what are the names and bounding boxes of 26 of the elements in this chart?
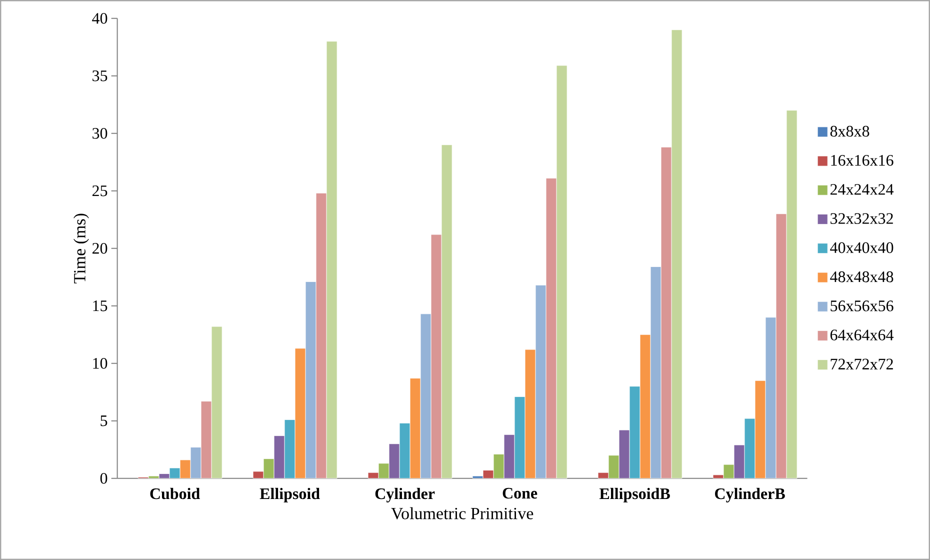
y-tick-label: 0: [100, 472, 108, 484]
legend-label: 32x32x32: [830, 213, 893, 224]
x-tick-label: Cuboid: [150, 488, 200, 500]
y-tick-label: 15: [93, 300, 108, 312]
y-tick-label: 30: [92, 128, 108, 139]
legend-label: 72x72x72: [830, 358, 893, 370]
x-tick-label: Cone: [502, 488, 538, 499]
y-tick-label: 10: [93, 358, 108, 369]
y-tick-label: 20: [92, 242, 108, 254]
legend-label: 56x56x56: [830, 300, 894, 312]
x-tick-label: EllipsoidB: [599, 488, 670, 502]
y-tick-label: 35: [92, 70, 108, 82]
y-tick-label: 40: [92, 12, 108, 24]
legend-label: 64x64x64: [830, 330, 894, 340]
x-tick-label: Cylinder: [375, 488, 435, 502]
legend-label: 16x16x16: [831, 155, 894, 166]
x-tick-label: CylinderB: [715, 488, 785, 502]
y-tick-label: 25: [92, 185, 108, 196]
x-axis-title: Volumetric Primitive: [391, 507, 534, 520]
x-tick-label: Ellipsoid: [260, 488, 320, 502]
y-axis-title: Time (ms): [74, 214, 89, 284]
legend-label: 48x48x48: [830, 271, 894, 282]
legend-label: 40x40x40: [830, 242, 894, 254]
legend-label: 24x24x24: [830, 184, 894, 195]
legend-label: 8x8x8: [830, 126, 870, 137]
y-tick-label: 5: [100, 416, 108, 426]
